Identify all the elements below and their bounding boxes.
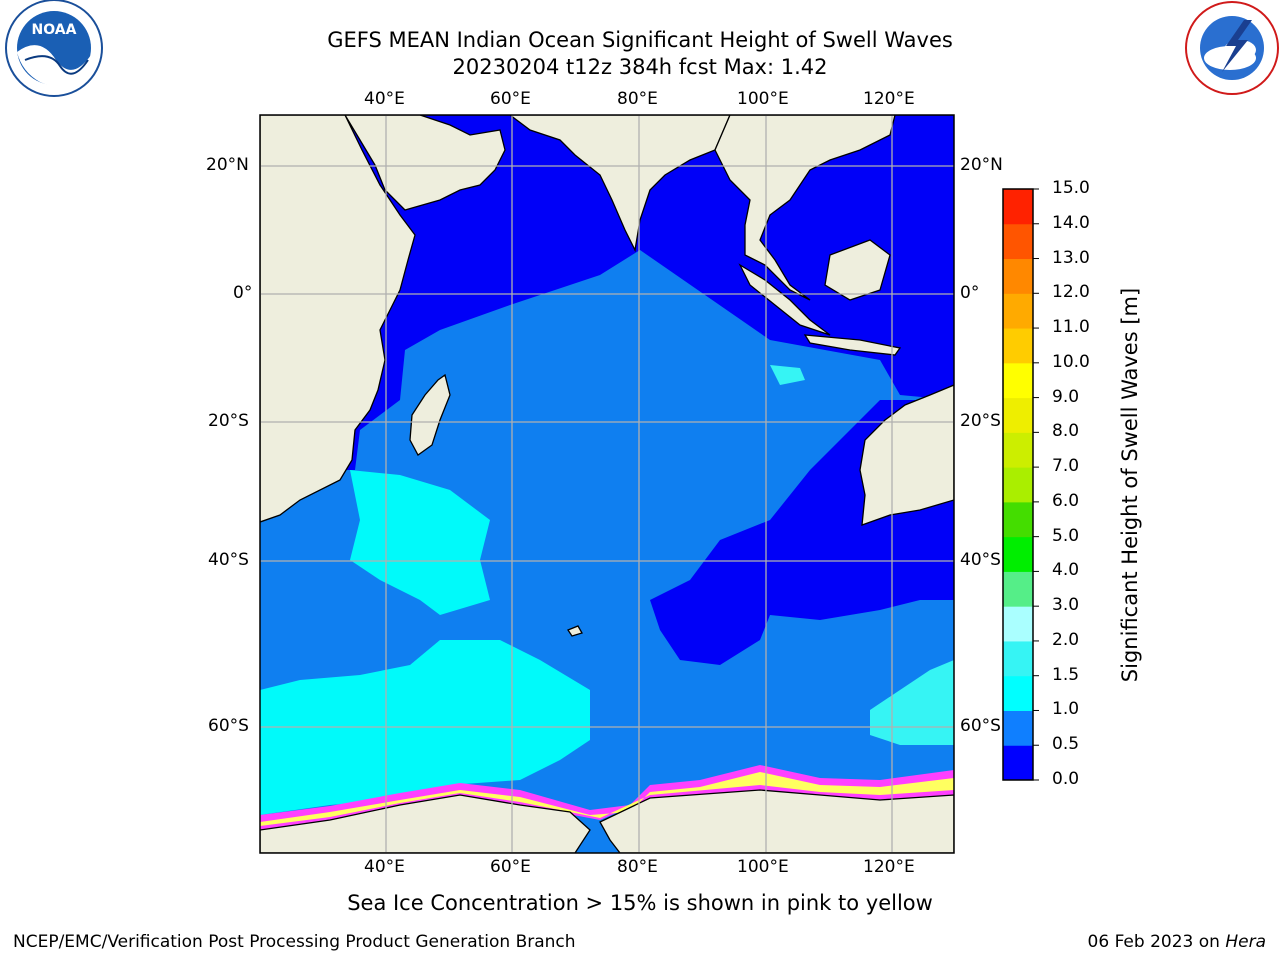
colorbar-tick-label: 14.0 [1052, 212, 1090, 233]
colorbar-tick-label: 1.0 [1052, 699, 1080, 720]
land-se-asia [714, 115, 896, 301]
graticule [260, 115, 954, 853]
footer-host: Hera [1225, 932, 1266, 952]
footer-credit: NCEP/EMC/Verification Post Processing Pr… [13, 932, 576, 952]
colorbar-segment [1003, 501, 1033, 538]
colorbar-tick-label: 8.0 [1052, 421, 1080, 442]
lon-label-bottom-80e: 80°E [617, 857, 658, 877]
land-kerguelen [567, 625, 583, 637]
footer-date: 06 Feb 2023 on Hera [1088, 932, 1266, 952]
colorbar-tick-label: 3.0 [1052, 595, 1080, 616]
colorbar-segment [1003, 328, 1033, 364]
footer-date-text: 06 Feb 2023 on [1087, 932, 1226, 952]
colorbar-tick-label: 0.0 [1052, 769, 1080, 789]
colorbar-tick-label: 5.0 [1052, 525, 1080, 546]
land-sumatra [738, 263, 831, 336]
colorbar-tick-label: 9.0 [1052, 386, 1080, 407]
lat-label-right-40s: 40°S [960, 550, 1001, 570]
land-antarctica [260, 789, 954, 853]
map-frame [259, 114, 955, 854]
colorbar-tick-label: 4.0 [1052, 560, 1080, 581]
colorbar-segment [1003, 745, 1033, 781]
colorbar-segment [1003, 710, 1033, 746]
colorbar-tick-label: 7.0 [1052, 456, 1080, 477]
colorbar-segment [1003, 293, 1033, 329]
lat-label-right-0: 0° [960, 283, 980, 303]
lat-label-left-60s: 60°S [208, 716, 249, 736]
colorbar-segment [1003, 640, 1033, 677]
colorbar-label: Significant Height of Swell Waves [m] [1118, 287, 1142, 683]
lat-label-right-20n: 20°N [960, 155, 1003, 175]
land-madagascar [409, 373, 451, 456]
noaa-logo-text: NOAA [31, 22, 77, 38]
lat-label-left-20s: 20°S [208, 411, 249, 431]
colorbar-tick-label: 0.5 [1052, 734, 1080, 755]
colorbar-tick-label: 1.5 [1052, 664, 1080, 685]
lon-label-top-120e: 120°E [863, 89, 915, 109]
colorbar-segment [1003, 571, 1033, 607]
lon-label-bottom-120e: 120°E [863, 857, 915, 877]
lon-label-bottom-100e: 100°E [737, 857, 789, 877]
colorbar-tick-label: 2.0 [1052, 629, 1080, 650]
ocean-high-swell-west [350, 470, 490, 615]
lat-label-left-20n: 20°N [206, 155, 249, 175]
land-india [508, 115, 731, 253]
colorbar-segment [1003, 362, 1033, 399]
lat-label-right-60s: 60°S [960, 716, 1001, 736]
colorbar-tick-label: 6.0 [1052, 490, 1080, 511]
lat-label-left-40s: 40°S [208, 550, 249, 570]
map-title: GEFS MEAN Indian Ocean Significant Heigh… [327, 28, 953, 52]
ocean-high-swell-patch [770, 365, 805, 385]
land-java [803, 334, 902, 356]
colorbar-tick-label: 12.0 [1052, 282, 1090, 303]
lon-label-top-100e: 100°E [737, 89, 789, 109]
colorbar-segment [1003, 606, 1033, 642]
lat-label-left-0: 0° [233, 283, 253, 303]
colorbar-segment [1003, 189, 1033, 225]
colorbar-segment [1003, 536, 1033, 572]
colorbar-tick-label: 13.0 [1052, 247, 1090, 268]
colorbar-segment [1003, 223, 1033, 260]
land-borneo [824, 239, 891, 301]
colorbar-segment [1003, 432, 1033, 468]
lon-label-top-80e: 80°E [617, 89, 658, 109]
colorbar-segment [1003, 258, 1033, 294]
colorbar-tick-label: 15.0 [1052, 178, 1090, 198]
colorbar-tick-label: 11.0 [1052, 317, 1090, 338]
colorbar-frame [1002, 188, 1034, 781]
ocean-high-swell-southeast [870, 660, 954, 745]
map-subtitle: 20230204 t12z 384h fcst Max: 1.42 [452, 55, 828, 79]
sea-ice-yellow [260, 772, 954, 826]
land-africa-arabia [260, 115, 954, 523]
lon-label-top-60e: 60°E [490, 89, 531, 109]
lon-label-top-40e: 40°E [364, 89, 405, 109]
lat-label-right-20s: 20°S [960, 411, 1001, 431]
colorbar-segment [1003, 467, 1033, 503]
lon-label-bottom-60e: 60°E [490, 857, 531, 877]
lon-label-bottom-40e: 40°E [364, 857, 405, 877]
sea-ice-note: Sea Ice Concentration > 15% is shown in … [347, 891, 933, 915]
colorbar-tick-label: 10.0 [1052, 351, 1090, 372]
colorbar-segment [1003, 397, 1033, 433]
colorbar-segment [1003, 675, 1033, 711]
land-australia [859, 384, 954, 526]
